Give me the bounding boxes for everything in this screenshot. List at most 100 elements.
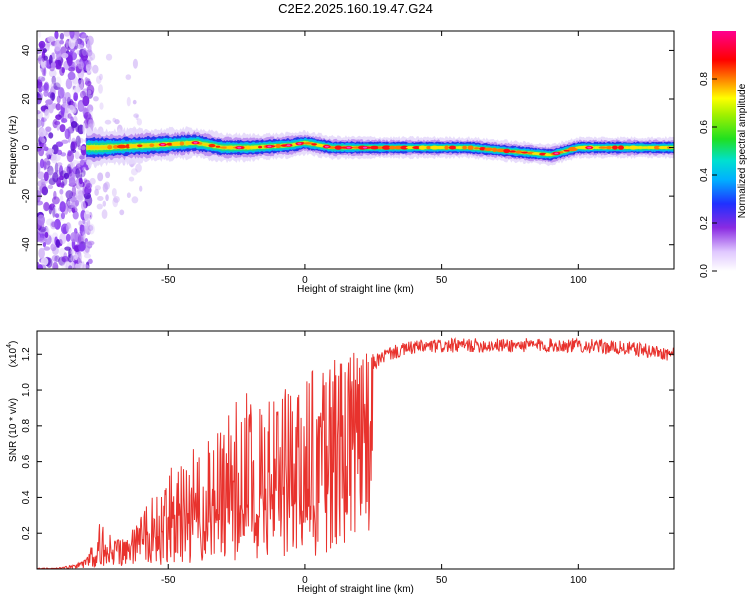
noise-blob [43, 171, 49, 182]
spectrogram-x-tick-label: -50 [161, 275, 176, 286]
noise-blob [59, 232, 67, 245]
noise-blob [66, 163, 72, 175]
ridge-peak [381, 145, 391, 150]
noise-blob [37, 146, 42, 152]
noise-blob [37, 76, 45, 83]
noise-blob [79, 32, 87, 39]
ridge-peak [388, 145, 396, 150]
noise-blob [54, 255, 60, 263]
noise-blob [81, 264, 90, 269]
snr-x-tick-label: 0 [302, 575, 308, 586]
snr-x-tick-label: 100 [570, 575, 587, 586]
colorbar-tick-label: 0.4 [699, 168, 710, 182]
noise-blob [39, 158, 45, 169]
noise-blob [86, 39, 92, 51]
noise-blob [77, 253, 82, 265]
ridge-peak [654, 145, 661, 150]
noise-blob [77, 44, 84, 50]
spectrogram-y-axis-label: Frequency (Hz) [8, 116, 19, 185]
noise-blob [43, 66, 47, 77]
noise-blob [40, 76, 46, 82]
ridge-peak [315, 144, 325, 147]
ridge-peak [437, 145, 444, 150]
ridge-peak [275, 143, 282, 148]
noise-blob [64, 128, 71, 140]
ridge-peak [258, 145, 263, 149]
noise-blob [37, 162, 41, 174]
ridge-peak [594, 146, 600, 149]
noise-blob [136, 118, 143, 126]
ridge-peak [171, 142, 181, 146]
colorbar-tick-label: 0.6 [699, 120, 710, 134]
ridge-peak [95, 146, 100, 149]
noise-blob [87, 56, 93, 62]
noise-blob [48, 69, 57, 78]
ridge-peak [598, 146, 608, 149]
ridge-peak [137, 144, 143, 148]
colorbar-ticks: 0.0 0.2 0.4 0.6 0.8 [699, 72, 717, 278]
noise-blob [41, 117, 47, 122]
snr-x-tick-label: -50 [161, 575, 176, 586]
noise-blob [47, 165, 54, 176]
noise-blob [87, 89, 92, 95]
ridge-peak [444, 145, 449, 150]
ridge-peak [393, 145, 404, 150]
noise-blob [133, 113, 139, 118]
noise-blob [69, 105, 74, 111]
ridge-peak [87, 145, 97, 150]
noise-blob [89, 52, 96, 61]
noise-blob [65, 40, 69, 48]
noise-blob [79, 159, 85, 166]
noise-blob [37, 232, 41, 242]
ridge-peak [142, 144, 150, 147]
noise-blob [52, 262, 59, 269]
spectrogram-y-tick-label: 40 [21, 44, 32, 56]
noise-blob [55, 141, 64, 147]
ridge-peak [455, 146, 462, 149]
noise-blob [81, 145, 86, 151]
noise-blob [37, 80, 42, 86]
ridge-peak [430, 145, 439, 150]
spectrogram-y-ticks: -40 -20 0 20 40 [21, 44, 674, 252]
ridge-peak-core [286, 144, 291, 147]
ridge-peak [474, 147, 480, 150]
noise-blob [48, 102, 54, 114]
snr-scale-close: ) [8, 341, 19, 344]
ridge-peak [113, 144, 119, 149]
ridge-peak [539, 152, 547, 156]
noise-blob [82, 95, 90, 107]
noise-blob [73, 60, 79, 67]
noise-blob [85, 240, 94, 247]
noise-blob [96, 203, 103, 210]
noise-blob [89, 177, 96, 185]
noise-blob [57, 87, 65, 99]
noise-blob [56, 51, 62, 61]
noise-blob [84, 111, 92, 120]
ridge-peak [334, 145, 343, 150]
noise-blob [67, 253, 74, 263]
spectrogram-heatmap [37, 31, 674, 269]
noise-blob [63, 252, 68, 262]
noise-blob [74, 151, 80, 160]
noise-blob [112, 197, 119, 208]
noise-blob [67, 71, 76, 81]
noise-blob [69, 128, 73, 134]
snr-y-tick-label: 0.2 [21, 526, 32, 540]
ridge-peak [412, 146, 421, 150]
spectrogram-y-tick-label: 20 [21, 93, 32, 105]
ridge-peak [116, 144, 127, 149]
ridge-peak [250, 146, 259, 149]
ridge-peak [303, 142, 314, 145]
noise-blob [73, 86, 81, 93]
noise-blob [78, 61, 85, 70]
noise-blob [82, 123, 86, 135]
noise-blob [77, 79, 84, 85]
ridge-peak-core [324, 145, 329, 148]
ridge-peak [448, 145, 457, 150]
noise-blob [59, 175, 64, 181]
snr-scale-note: (x104) [6, 341, 19, 368]
noise-blob [63, 172, 70, 180]
ridge-peak-core [193, 141, 198, 144]
ridge-peak [521, 151, 529, 154]
snr-y-tick-label: 1.2 [21, 347, 32, 361]
